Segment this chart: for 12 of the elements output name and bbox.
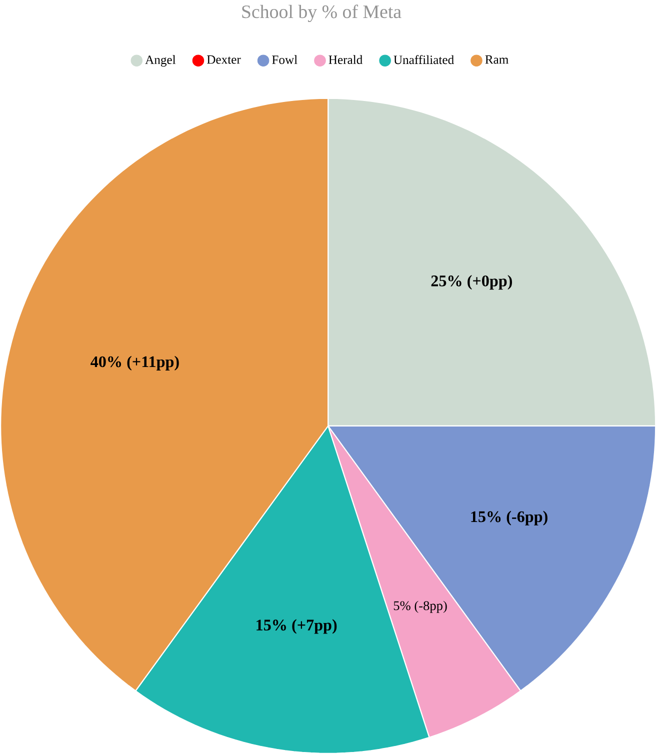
- data-label: 5% (-8pp): [394, 600, 447, 613]
- legend-label: Fowl: [272, 55, 298, 64]
- data-label: 15% (+7pp): [256, 619, 337, 634]
- data-label: 40% (+11pp): [90, 356, 179, 370]
- legend-label: Herald: [328, 55, 362, 64]
- chart-title: School by % of Meta: [242, 4, 402, 22]
- data-label: 25% (+0pp): [431, 275, 512, 290]
- legend-label: Ram: [485, 55, 508, 64]
- legend-label: Unaffiliated: [394, 55, 454, 64]
- data-label: 15% (-6pp): [471, 510, 548, 526]
- legend-label: Angel: [145, 55, 176, 67]
- legend-label: Dexter: [206, 55, 241, 64]
